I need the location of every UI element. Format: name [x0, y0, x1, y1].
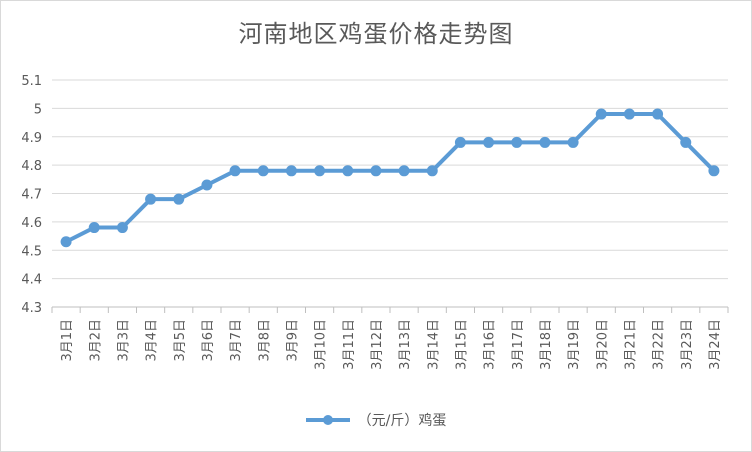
x-tick-label: 3月20日 — [595, 319, 610, 370]
x-tick-label: 3月3日 — [116, 319, 131, 362]
x-tick-label: 3月16日 — [483, 319, 498, 370]
y-tick-label: 4.3 — [21, 301, 42, 316]
data-point — [426, 165, 438, 177]
x-tick-label: 3月8日 — [257, 319, 272, 362]
y-tick-label: 4.5 — [21, 244, 42, 259]
x-tick-label: 3月13日 — [398, 319, 413, 370]
data-point — [708, 165, 720, 177]
data-point — [483, 136, 495, 148]
x-tick-label: 3月5日 — [173, 319, 188, 362]
data-point — [173, 193, 185, 205]
x-tick-label: 3月7日 — [229, 319, 244, 362]
x-tick-label: 3月11日 — [342, 319, 357, 370]
x-axis: 3月1日 3月2日 3月3日 3月4日 3月5日 3月6日 3月7日 3月8日 3月9日 3月10… — [51, 306, 729, 370]
x-tick-label: 3月23日 — [680, 319, 695, 370]
x-tick-label: 3月2日 — [88, 319, 103, 362]
y-tick-label: 4.9 — [21, 131, 42, 146]
x-tick-label: 3月4日 — [145, 319, 160, 362]
y-tick-label: 4.8 — [21, 159, 42, 174]
legend: （元/斤）鸡蛋 — [0, 408, 752, 432]
data-point — [454, 136, 466, 148]
series-line — [64, 112, 716, 244]
data-point — [623, 108, 635, 120]
x-tick-label: 3月19日 — [567, 319, 582, 370]
data-point — [285, 165, 297, 177]
x-tick-label: 3月6日 — [201, 319, 216, 362]
data-point — [257, 165, 269, 177]
data-point — [398, 165, 410, 177]
data-point — [652, 108, 664, 120]
x-tick-label: 3月14日 — [426, 319, 441, 370]
data-point — [314, 165, 326, 177]
x-tick-label: 3月24日 — [708, 319, 723, 370]
legend-label: （元/斤）鸡蛋 — [357, 413, 447, 429]
data-point — [567, 136, 579, 148]
x-tick-label: 3月17日 — [511, 319, 526, 370]
data-point — [145, 193, 157, 205]
y-tick-label: 4.7 — [21, 188, 42, 203]
y-tick-label: 4.6 — [21, 216, 42, 231]
x-tick-label: 3月22日 — [652, 319, 667, 370]
data-point — [116, 222, 128, 234]
x-tick-label: 3月12日 — [370, 319, 385, 370]
x-tick-label: 3月18日 — [539, 319, 554, 370]
gridlines — [52, 79, 728, 308]
data-point — [60, 236, 72, 248]
legend-line-marker-icon — [305, 410, 350, 430]
y-tick-label: 5.1 — [21, 74, 42, 89]
series-layer — [60, 108, 720, 248]
y-tick-label: 5 — [34, 102, 42, 117]
data-point — [88, 222, 100, 234]
data-point — [595, 108, 607, 120]
data-point — [539, 136, 551, 148]
x-tick-label: 3月15日 — [454, 319, 469, 370]
y-tick-label: 4.4 — [21, 273, 42, 288]
data-point — [229, 165, 241, 177]
x-tick-label: 3月9日 — [285, 319, 300, 362]
x-tick-label: 3月1日 — [60, 319, 75, 362]
chart-title: 河南地区鸡蛋价格走势图 — [238, 20, 514, 48]
data-point — [370, 165, 382, 177]
data-point — [680, 136, 692, 148]
x-tick-label: 3月21日 — [623, 319, 638, 370]
data-point — [342, 165, 354, 177]
x-tick-label: 3月10日 — [314, 319, 329, 370]
y-axis: 4.3 4.4 4.5 4.6 4.7 4.8 4.9 5 5.1 — [21, 74, 42, 316]
data-point — [511, 136, 523, 148]
data-point — [201, 179, 213, 191]
